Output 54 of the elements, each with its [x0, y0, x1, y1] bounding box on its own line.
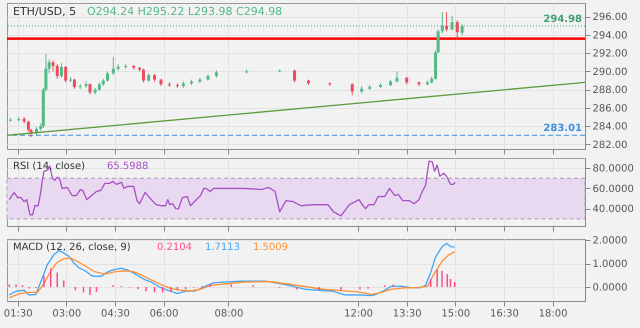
candlestick [142, 68, 145, 83]
candlestick [60, 62, 63, 78]
y-tick-label: 288.00 [592, 85, 628, 96]
x-tick-label: 04:30 [101, 308, 130, 320]
candlestick [395, 70, 398, 83]
annotation: 0.2104 [157, 242, 192, 253]
chart-subtitle: O294.24 H295.22 L293.98 C294.98 [87, 5, 282, 18]
annotation: 1.7113 [205, 242, 240, 253]
chart-title: RSI (14, close) [13, 161, 86, 172]
ref-line-label: 294.98 [543, 14, 582, 25]
line-series [8, 242, 456, 296]
ref-line-label: 283.01 [543, 123, 582, 134]
y-tick-label: 284.00 [592, 122, 628, 133]
candlestick [88, 82, 92, 95]
annotation: 1.5009 [253, 242, 288, 253]
candlestick [112, 56, 115, 76]
y-tick-label: 286.00 [592, 103, 628, 114]
y-tick-label: 290.00 [592, 66, 628, 78]
candlestick [460, 23, 464, 36]
x-tick-label: 03:00 [52, 308, 82, 320]
y-tick-label: 294.00 [592, 30, 628, 42]
candlestick [440, 12, 444, 34]
x-tick-label: 08:00 [214, 308, 244, 320]
y-tick-label: 282.00 [592, 140, 628, 151]
candlestick [445, 12, 448, 32]
candlestick [456, 20, 459, 40]
y-tick-label: 2.0000 [592, 236, 628, 247]
candlestick [293, 69, 296, 83]
x-tick-label: 13:30 [392, 308, 422, 320]
x-tick-label: 01:30 [4, 308, 33, 320]
candlestick [52, 60, 55, 72]
x-tick-label: 06:00 [150, 308, 178, 320]
annotation: 65.5988 [107, 161, 148, 172]
y-tick-label: 40.0000 [592, 204, 634, 216]
x-tick-label: 16:30 [490, 308, 519, 320]
x-tick-label: 15:00 [441, 308, 470, 320]
candlestick [64, 65, 68, 83]
y-tick-label: 0.0000 [592, 282, 628, 294]
x-tick-label: 12:00 [344, 308, 373, 320]
candlestick [450, 15, 454, 31]
candlestick [56, 64, 59, 80]
chart-title: ETH/USD, 5 [13, 5, 76, 18]
line-series [8, 251, 456, 298]
x-tick-label: 18:00 [538, 308, 568, 320]
line-series [8, 160, 456, 216]
y-tick-label: 80.0000 [592, 164, 634, 175]
candlestick [350, 82, 354, 96]
y-tick-label: 1.0000 [592, 259, 628, 270]
candlestick [72, 78, 76, 90]
candlestick [106, 70, 109, 82]
y-tick-label: 296.00 [592, 12, 628, 24]
y-tick-label: 60.0000 [592, 184, 634, 195]
chart-title: MACD (12, 26, close, 9) [13, 242, 131, 253]
y-tick-label: 292.00 [592, 48, 628, 60]
